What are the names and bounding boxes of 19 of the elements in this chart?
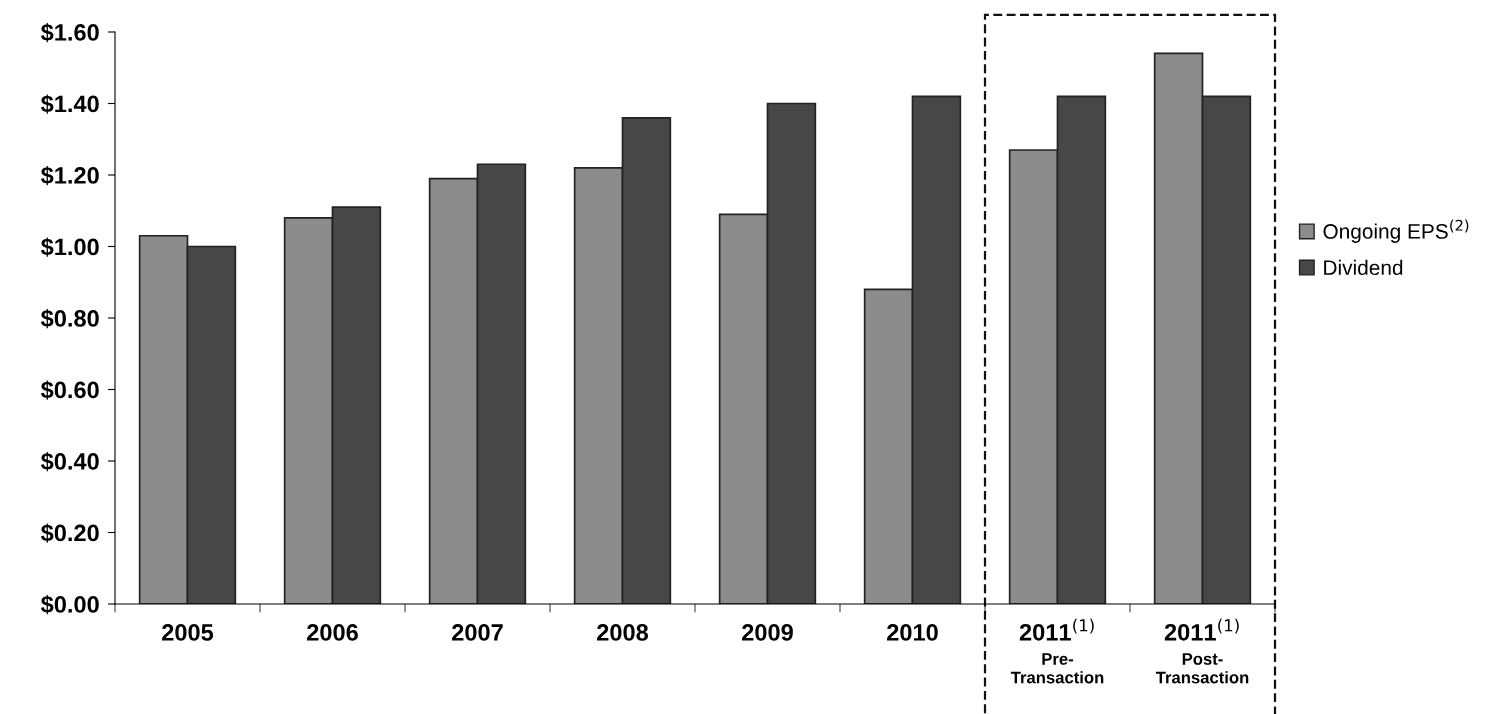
y-tick-label: $1.00	[40, 237, 99, 257]
x-tick-label: 2007	[452, 624, 503, 641]
y-tick-label: $0.40	[40, 452, 99, 472]
y-tick-label: $0.00	[40, 595, 99, 615]
x-tick-label: 2010	[887, 624, 938, 641]
category-label: 2011$^{(1)}$ Pre- Transaction	[1010, 618, 1104, 684]
x-tick-label: 2005	[162, 624, 214, 641]
y-tick-label: $0.80	[40, 309, 99, 329]
category-label: 2011$^{(1)}$ Post- Transaction	[1155, 618, 1249, 684]
y-tick-label: $0.60	[40, 380, 99, 400]
y-tick-label: $1.60	[40, 23, 99, 43]
legend-label: Dividend	[1324, 259, 1403, 276]
x-tick-label: 2009	[742, 624, 793, 641]
y-tick-label: $1.40	[40, 94, 99, 114]
y-tick-label: $0.20	[40, 523, 99, 543]
legend-label: Ongoing EPS$^{(2)}$	[1323, 219, 1469, 243]
x-tick-label: 2008	[597, 624, 649, 641]
x-tick-label: 2006	[307, 624, 358, 641]
y-tick-label: $1.20	[40, 166, 99, 186]
